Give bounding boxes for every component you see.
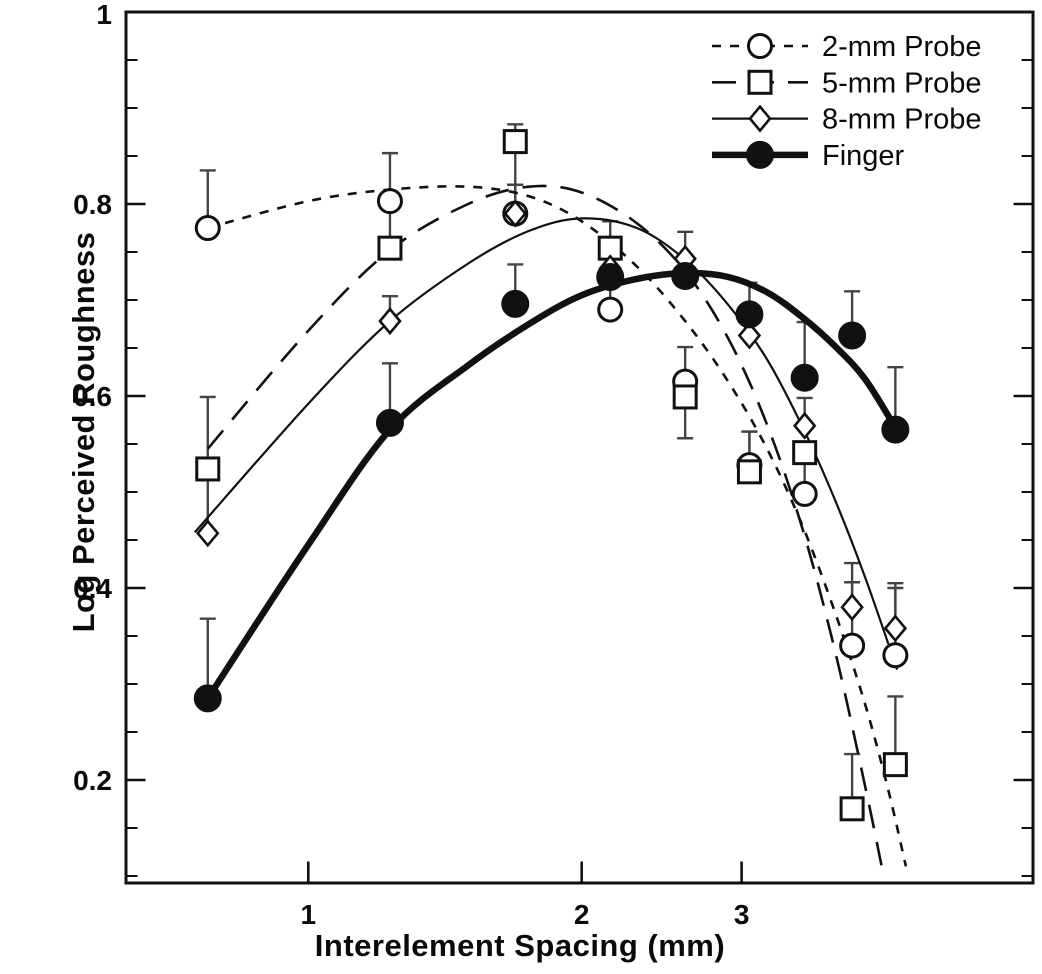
data-point-open-circle — [747, 33, 773, 59]
data-point-open-diamond — [196, 519, 220, 548]
data-point-open-square — [377, 235, 403, 261]
data-point-open-circle — [376, 188, 403, 215]
svg-text:0.6: 0.6 — [73, 381, 112, 412]
data-point-filled-circle — [671, 262, 700, 290]
fit-curve-finger — [205, 269, 899, 701]
axis-ticks — [127, 59, 1032, 882]
legend-label: 5-mm Probe — [822, 67, 982, 99]
legend-item-finger: Finger — [712, 140, 905, 172]
svg-text:0.8: 0.8 — [73, 189, 112, 220]
legend-item-2-mm-probe: 2-mm Probe — [712, 31, 982, 63]
data-point-open-diamond — [883, 614, 908, 643]
series-5-mm-probe — [195, 129, 908, 822]
x-axis-title: Interelement Spacing (mm) — [314, 928, 726, 963]
data-point-filled-circle — [881, 415, 910, 444]
data-point-open-square — [672, 384, 698, 410]
legend-label: 8-mm Probe — [822, 104, 982, 136]
plot-frame — [124, 10, 1035, 885]
svg-text:0.4: 0.4 — [73, 573, 112, 604]
legend: 2-mm Probe 5-mm Probe 8-mm Probe Finger — [712, 31, 982, 172]
data-point-open-square — [839, 796, 865, 822]
data-point-open-circle — [791, 480, 818, 507]
data-point-filled-circle — [193, 684, 222, 713]
x-tick-labels: 1 2 3 — [301, 899, 750, 930]
legend-label: 2-mm Probe — [822, 31, 982, 63]
series-finger — [193, 262, 910, 713]
svg-text:1: 1 — [96, 0, 112, 30]
data-point-open-circle — [882, 642, 909, 669]
data-point-open-square — [792, 440, 818, 466]
data-point-open-square — [882, 752, 908, 778]
svg-text:0.2: 0.2 — [73, 765, 112, 796]
data-point-open-diamond — [748, 104, 772, 133]
data-point-open-circle — [194, 215, 221, 241]
fit-curve-8-mm-probe — [193, 217, 899, 670]
svg-text:2: 2 — [574, 899, 590, 930]
data-point-filled-circle — [746, 140, 774, 169]
y-tick-labels: 1 0.8 0.6 0.4 0.2 — [73, 0, 112, 796]
data-point-open-diamond — [792, 411, 817, 440]
svg-text:3: 3 — [734, 899, 750, 930]
legend-item-5-mm-probe: 5-mm Probe — [712, 67, 982, 99]
data-point-filled-circle — [596, 262, 625, 291]
data-point-open-square — [195, 456, 221, 482]
y-axis-title: Log Perceived Roughness — [66, 231, 101, 633]
data-point-open-diamond — [378, 307, 402, 336]
data-point-open-diamond — [503, 199, 527, 228]
data-point-open-diamond — [840, 593, 864, 622]
data-point-open-circle — [597, 296, 624, 323]
data-point-filled-circle — [735, 300, 764, 329]
data-point-open-diamond — [737, 321, 762, 350]
data-point-open-circle — [839, 632, 866, 659]
data-point-filled-circle — [375, 408, 404, 437]
data-point-open-square — [736, 459, 762, 485]
legend-label: Finger — [822, 140, 905, 172]
svg-text:1: 1 — [301, 899, 317, 930]
legend-item-8-mm-probe: 8-mm Probe — [712, 104, 982, 136]
data-point-filled-circle — [790, 363, 819, 392]
data-point-open-square — [502, 129, 528, 155]
data-point-open-square — [747, 69, 773, 95]
data-point-filled-circle — [501, 289, 530, 318]
data-point-filled-circle — [838, 321, 867, 350]
